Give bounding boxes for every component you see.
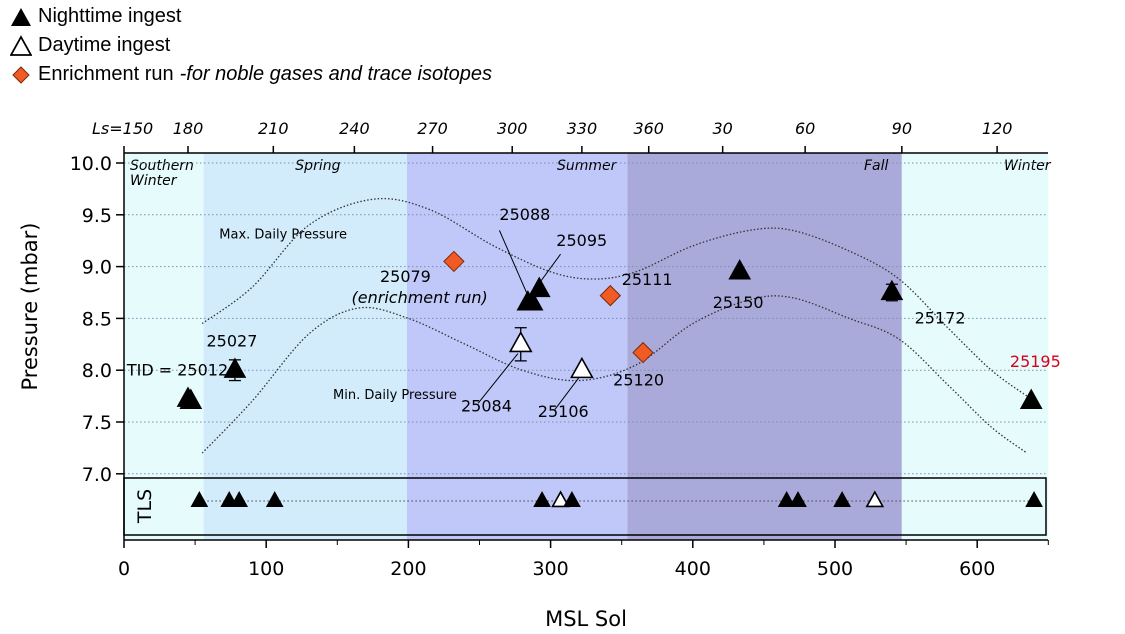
top-tick-label: 240 bbox=[339, 119, 370, 138]
y-tick-label: 9.0 bbox=[82, 257, 112, 279]
x-tick-label: 500 bbox=[817, 558, 853, 580]
x-tick-label: 600 bbox=[959, 558, 995, 580]
daily-pressure-curve bbox=[201, 295, 1028, 454]
top-tick-label: 330 bbox=[567, 119, 598, 138]
x-tick-label: 200 bbox=[390, 558, 426, 580]
open-triangle-icon bbox=[10, 34, 32, 56]
legend-entry: Nighttime ingest bbox=[10, 2, 492, 31]
legend: Nighttime ingest Daytime ingest Enrichment… bbox=[10, 2, 492, 89]
top-tick-label: Ls=150 bbox=[92, 119, 153, 138]
sample-annotation: 25095 bbox=[556, 231, 607, 250]
legend-label: Daytime ingest bbox=[38, 34, 171, 56]
night-point bbox=[1019, 388, 1043, 409]
enrichment-point bbox=[632, 341, 654, 364]
y-tick-label: 9.5 bbox=[82, 205, 112, 227]
sample-annotation: 25084 bbox=[461, 397, 512, 416]
top-tick-label: 30 bbox=[712, 119, 732, 138]
sample-annotation: TID = 25012 bbox=[126, 360, 228, 379]
night-point bbox=[179, 388, 203, 409]
season-band bbox=[203, 153, 407, 540]
legend-label: Nighttime ingest bbox=[38, 5, 182, 27]
tls-point bbox=[230, 491, 249, 507]
tls-label: TLS bbox=[134, 489, 156, 524]
season-label: Spring bbox=[295, 158, 340, 174]
day-point bbox=[570, 356, 594, 379]
sample-annotation: 25088 bbox=[499, 205, 550, 224]
filled-triangle-icon bbox=[11, 7, 31, 26]
day-point bbox=[508, 330, 533, 353]
season-label: Winter bbox=[1004, 158, 1052, 174]
season-band bbox=[901, 153, 1049, 540]
legend-entry: Enrichment run -for noble gases and trace… bbox=[10, 60, 492, 89]
sample-annotation: 25120 bbox=[613, 371, 664, 390]
tls-point bbox=[533, 491, 551, 507]
legend-entry: Daytime ingest bbox=[10, 31, 492, 60]
night-point bbox=[520, 290, 544, 311]
tls-point bbox=[833, 491, 851, 507]
tls-point bbox=[265, 491, 284, 507]
y-tick-label: 8.5 bbox=[82, 308, 112, 330]
top-tick-label: 180 bbox=[173, 119, 204, 138]
sample-annotation: 25027 bbox=[206, 331, 257, 350]
sample-annotation: 25106 bbox=[538, 402, 589, 421]
top-tick-label: 360 bbox=[633, 119, 664, 138]
tls-point bbox=[865, 490, 885, 508]
season-label: Summer bbox=[557, 158, 618, 174]
enrichment-point bbox=[443, 250, 465, 273]
leader-line bbox=[477, 353, 519, 404]
top-tick-label: 120 bbox=[982, 119, 1013, 138]
daily-pressure-curve bbox=[201, 197, 1028, 397]
enrichment-point bbox=[599, 284, 622, 307]
curve-label: Max. Daily Pressure bbox=[219, 228, 347, 243]
night-point bbox=[527, 276, 551, 298]
x-tick-label: 100 bbox=[248, 558, 284, 580]
season-label: Fall bbox=[864, 158, 889, 174]
sample-annotation: 25111 bbox=[622, 270, 673, 289]
leader-line bbox=[537, 253, 561, 286]
sample-annotation: 25079 bbox=[380, 267, 431, 286]
night-point bbox=[728, 259, 752, 280]
x-tick-label: 400 bbox=[675, 558, 711, 580]
tls-point bbox=[1025, 491, 1043, 507]
season-label: Southern bbox=[130, 158, 194, 174]
y-axis-title: Pressure (mbar) bbox=[18, 222, 42, 390]
tls-point bbox=[551, 490, 570, 508]
orange-diamond-icon bbox=[12, 65, 30, 84]
x-tick-label: 300 bbox=[532, 558, 568, 580]
x-axis-title: MSL Sol bbox=[545, 607, 627, 631]
y-tick-label: 7.5 bbox=[82, 412, 112, 434]
night-point bbox=[880, 279, 904, 301]
leader-line bbox=[498, 230, 529, 296]
sample-annotation: 25195 bbox=[1010, 352, 1061, 371]
y-tick-label: 7.0 bbox=[82, 464, 112, 486]
x-tick-label: 0 bbox=[118, 558, 130, 580]
y-tick-label: 10.0 bbox=[70, 153, 112, 175]
top-tick-label: 270 bbox=[417, 119, 448, 138]
legend-label: Enrichment run bbox=[38, 63, 174, 85]
leader-line bbox=[554, 377, 580, 410]
season-label: Winter bbox=[130, 173, 178, 189]
y-tick-label: 8.0 bbox=[82, 360, 112, 382]
tls-point bbox=[563, 491, 581, 507]
sample-annotation: 25172 bbox=[915, 309, 966, 328]
legend-note: -for noble gases and trace isotopes bbox=[179, 63, 493, 85]
season-band bbox=[124, 153, 204, 540]
top-tick-label: 60 bbox=[795, 119, 815, 138]
night-point bbox=[223, 357, 247, 378]
curve-label: Min. Daily Pressure bbox=[333, 388, 457, 403]
season-band bbox=[627, 153, 902, 540]
top-tick-label: 90 bbox=[892, 119, 912, 138]
tls-point bbox=[789, 491, 807, 507]
sample-annotation: (enrichment run) bbox=[352, 288, 488, 307]
top-tick-label: 300 bbox=[497, 119, 528, 138]
tls-point bbox=[777, 491, 796, 507]
sample-annotation: 25150 bbox=[713, 293, 764, 312]
tls-point bbox=[190, 491, 209, 507]
top-tick-label: 210 bbox=[258, 119, 289, 138]
